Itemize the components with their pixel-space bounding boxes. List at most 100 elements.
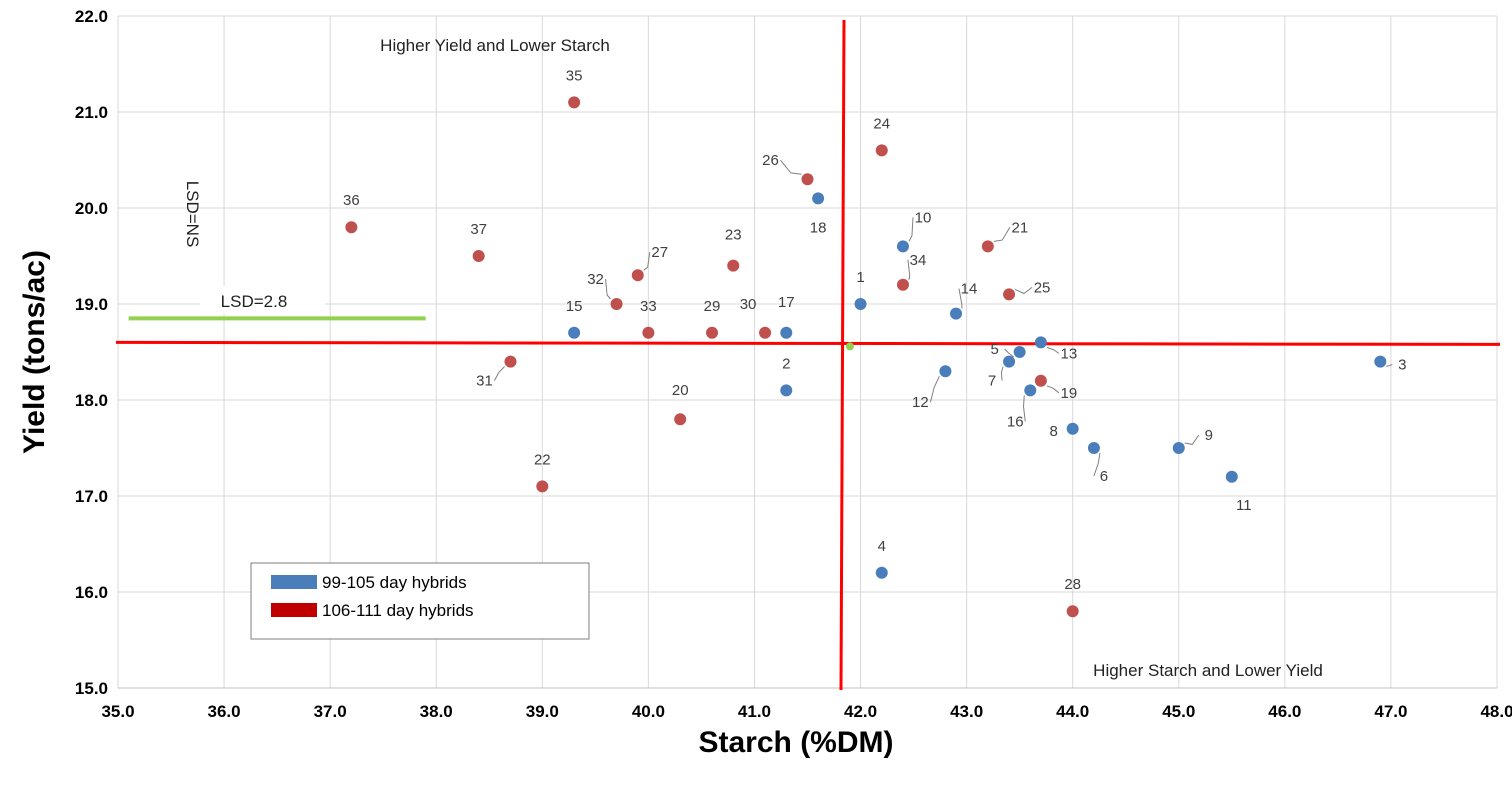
data-point	[1225, 470, 1238, 483]
leader-line	[993, 227, 1011, 242]
grid-layer	[117, 15, 1498, 689]
x-tick-label: 42.0	[844, 702, 877, 721]
leader-line	[494, 366, 505, 381]
point-label: 8	[1050, 423, 1058, 440]
point-label: 26	[762, 152, 779, 169]
point-label: 31	[476, 373, 493, 390]
data-point	[1066, 422, 1079, 435]
data-point	[780, 384, 793, 397]
data-point	[706, 326, 719, 339]
leader-line	[929, 375, 940, 403]
legend-label: 99-105 day hybrids	[322, 573, 467, 592]
data-point	[631, 269, 644, 282]
data-point	[568, 326, 581, 339]
leader-line	[907, 259, 911, 280]
leader-line	[1023, 395, 1026, 422]
leader-line	[643, 252, 651, 271]
lsd-x-label: LSD=2.8	[221, 292, 288, 311]
data-point	[1034, 336, 1047, 349]
data-point	[1087, 442, 1100, 454]
data-point	[536, 480, 549, 493]
data-point	[1003, 355, 1016, 368]
point-label: 10	[915, 209, 932, 226]
y-tick-label: 20.0	[75, 199, 108, 218]
data-point	[674, 413, 687, 426]
point-label: 29	[704, 298, 721, 315]
data-point	[568, 96, 581, 109]
point-label: 25	[1034, 279, 1051, 296]
point-label: 27	[651, 244, 668, 261]
x-tick-label: 44.0	[1056, 702, 1089, 721]
data-point	[1172, 442, 1185, 454]
point-label: 37	[470, 221, 487, 238]
leader-line	[1046, 385, 1060, 394]
annotation-layer: Higher Yield and Lower Starch Higher Sta…	[380, 36, 1323, 680]
point-label: 6	[1100, 468, 1108, 485]
leader-line	[1014, 286, 1033, 295]
point-label: 30	[740, 296, 757, 313]
lsd-y-label: LSD=NS	[183, 181, 202, 248]
mean-lines-layer	[115, 19, 1501, 691]
point-label: 4	[878, 538, 886, 555]
leader-line	[780, 159, 802, 175]
x-tick-label: 38.0	[420, 702, 453, 721]
point-label: 33	[640, 298, 657, 315]
y-tick-label: 22.0	[75, 7, 108, 26]
y-tick-label: 16.0	[75, 583, 108, 602]
x-tick-label: 47.0	[1374, 702, 1407, 721]
x-tick-label: 37.0	[314, 702, 347, 721]
point-label: 3	[1398, 357, 1406, 374]
y-tick-label: 15.0	[75, 679, 108, 698]
data-point	[727, 259, 740, 272]
point-label: 24	[873, 115, 890, 132]
mean-point	[845, 342, 854, 351]
data-point	[981, 240, 994, 253]
x-axis-title: Starch (%DM)	[698, 726, 893, 759]
point-label: 21	[1011, 219, 1028, 236]
annotation-bottom-right: Higher Starch and Lower Yield	[1093, 661, 1323, 680]
legend: 99-105 day hybrids 106-111 day hybrids	[250, 562, 590, 640]
legend-swatch	[271, 575, 317, 589]
leader-line	[908, 217, 914, 242]
x-tick-label: 48.0	[1480, 702, 1512, 721]
point-label: 15	[566, 298, 583, 315]
axes-layer: 35.0 36.0 37.0 38.0 39.0 40.0 41.0 42.0 43.0 44.0…	[75, 7, 1512, 721]
leader-line	[1386, 364, 1393, 368]
leader-line	[605, 278, 611, 300]
data-point	[759, 326, 772, 339]
data-point	[939, 365, 952, 378]
data-point	[854, 298, 867, 310]
lsd-label-bg	[200, 286, 325, 314]
y-tick-label: 18.0	[75, 391, 108, 410]
data-point	[950, 307, 963, 320]
leader-line	[1093, 452, 1101, 477]
legend-swatch	[271, 603, 317, 617]
point-label: 1	[856, 269, 864, 286]
x-tick-label: 41.0	[738, 702, 771, 721]
data-point	[875, 566, 888, 579]
point-label: 28	[1064, 576, 1081, 593]
y-axis-title: Yield (tons/ac)	[18, 250, 51, 454]
y-tick-label: 21.0	[75, 103, 108, 122]
x-tick-label: 45.0	[1162, 702, 1195, 721]
point-label: 16	[1007, 413, 1024, 430]
data-point	[504, 355, 517, 368]
x-tick-label: 46.0	[1268, 702, 1301, 721]
data-point	[875, 144, 888, 157]
data-point	[1024, 384, 1037, 397]
lsd-layer: LSD=2.8 LSD=NS	[128, 181, 426, 321]
x-tick-label: 36.0	[208, 702, 241, 721]
point-label: 19	[1061, 385, 1078, 402]
data-point	[1013, 346, 1026, 358]
data-point	[896, 240, 909, 253]
point-label: 32	[587, 271, 604, 288]
x-tick-label: 40.0	[632, 702, 665, 721]
data-point	[780, 326, 793, 339]
legend-label: 106-111 day hybrids	[322, 601, 474, 620]
leader-line	[1046, 346, 1060, 354]
data-point	[472, 250, 485, 262]
x-tick-label: 43.0	[950, 702, 983, 721]
point-label: 36	[343, 192, 360, 209]
